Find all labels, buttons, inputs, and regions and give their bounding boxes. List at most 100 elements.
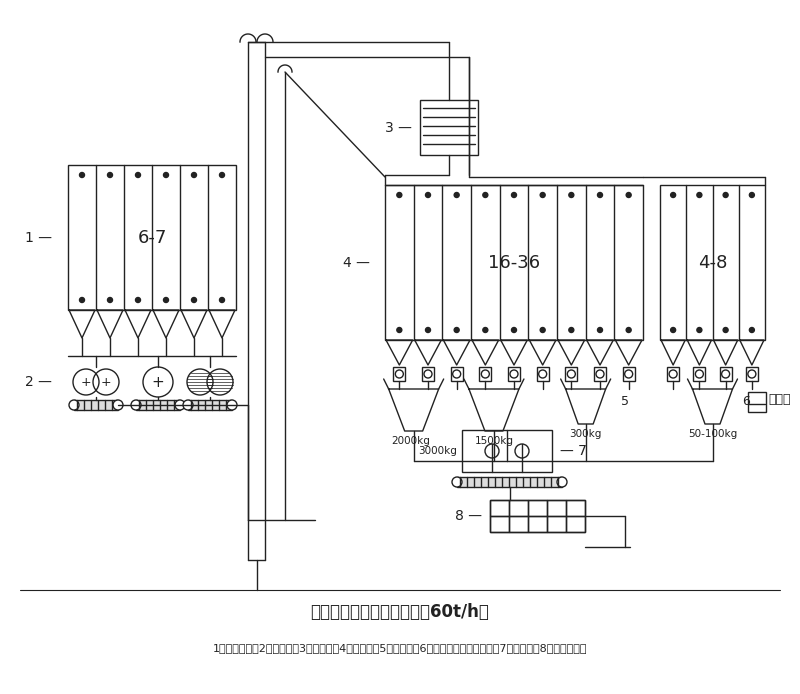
Bar xyxy=(547,516,566,532)
Circle shape xyxy=(540,192,545,198)
Bar xyxy=(462,430,552,472)
Circle shape xyxy=(483,192,488,198)
Bar xyxy=(746,367,758,381)
Bar xyxy=(748,392,766,412)
Circle shape xyxy=(697,328,702,332)
Bar xyxy=(479,367,491,381)
Circle shape xyxy=(191,298,197,303)
Bar xyxy=(594,367,606,381)
Circle shape xyxy=(135,173,141,178)
Text: 2000kg: 2000kg xyxy=(391,436,430,446)
Bar xyxy=(136,400,180,410)
Circle shape xyxy=(183,400,193,410)
Circle shape xyxy=(107,298,113,303)
Circle shape xyxy=(175,400,185,410)
Bar xyxy=(720,367,732,381)
Circle shape xyxy=(79,298,85,303)
Text: 5: 5 xyxy=(621,394,629,407)
Circle shape xyxy=(540,328,545,332)
Circle shape xyxy=(113,400,123,410)
Text: 1500kg: 1500kg xyxy=(474,436,514,446)
Text: 1、待粉碎仓；2、粉碎机；3、分级筛；4、配料仓；5、配料秤；6、小秤及添加剂配料秤；7、混合机；8、糖蜜混合机: 1、待粉碎仓；2、粉碎机；3、分级筛；4、配料仓；5、配料秤；6、小秤及添加剂配… xyxy=(213,643,587,653)
Circle shape xyxy=(511,192,517,198)
Circle shape xyxy=(626,328,631,332)
Text: 先粉碎后配料再混合工艺（60t/h）: 先粉碎后配料再混合工艺（60t/h） xyxy=(310,603,490,621)
Text: 6: 6 xyxy=(742,394,750,407)
Bar xyxy=(667,367,679,381)
Bar xyxy=(509,516,528,532)
Circle shape xyxy=(163,298,169,303)
Bar xyxy=(68,165,236,310)
Circle shape xyxy=(452,477,462,487)
Circle shape xyxy=(723,192,728,198)
Circle shape xyxy=(191,173,197,178)
Text: 16-36: 16-36 xyxy=(488,253,540,271)
Bar xyxy=(528,500,547,516)
Bar xyxy=(508,367,520,381)
Text: 1 —: 1 — xyxy=(25,230,52,244)
Text: 300kg: 300kg xyxy=(570,429,602,439)
Text: 2 —: 2 — xyxy=(25,375,52,389)
Text: 50-100kg: 50-100kg xyxy=(688,429,737,439)
Circle shape xyxy=(569,192,574,198)
Text: +: + xyxy=(152,375,164,389)
Text: — 7: — 7 xyxy=(560,444,587,458)
Bar xyxy=(566,500,585,516)
Bar xyxy=(457,477,562,487)
Bar xyxy=(188,400,232,410)
Bar xyxy=(74,400,118,410)
Circle shape xyxy=(483,328,488,332)
Circle shape xyxy=(397,328,402,332)
Bar xyxy=(509,500,528,516)
Bar xyxy=(537,367,549,381)
Bar xyxy=(490,500,509,516)
Text: +: + xyxy=(101,375,111,389)
Text: 3000kg: 3000kg xyxy=(418,446,457,456)
Circle shape xyxy=(670,328,676,332)
Circle shape xyxy=(79,173,85,178)
Circle shape xyxy=(219,173,225,178)
Text: +: + xyxy=(81,375,91,389)
Circle shape xyxy=(227,400,237,410)
Circle shape xyxy=(131,400,141,410)
Circle shape xyxy=(397,192,402,198)
Bar xyxy=(394,367,406,381)
Circle shape xyxy=(454,192,459,198)
Text: 3 —: 3 — xyxy=(385,121,412,135)
Text: 4-8: 4-8 xyxy=(698,253,727,271)
Circle shape xyxy=(598,192,602,198)
Bar xyxy=(566,516,585,532)
Bar xyxy=(490,516,509,532)
Bar xyxy=(385,185,643,340)
Bar xyxy=(420,100,478,155)
Text: 6-7: 6-7 xyxy=(138,228,166,246)
Circle shape xyxy=(219,298,225,303)
Circle shape xyxy=(426,192,430,198)
Circle shape xyxy=(163,173,169,178)
Text: 4 —: 4 — xyxy=(343,255,370,269)
Circle shape xyxy=(135,298,141,303)
Bar xyxy=(450,367,462,381)
Bar xyxy=(490,500,585,532)
Circle shape xyxy=(598,328,602,332)
Circle shape xyxy=(626,192,631,198)
Bar xyxy=(528,516,547,532)
Bar xyxy=(622,367,634,381)
Bar xyxy=(422,367,434,381)
Circle shape xyxy=(723,328,728,332)
Circle shape xyxy=(750,192,754,198)
Circle shape xyxy=(69,400,79,410)
Circle shape xyxy=(557,477,567,487)
Circle shape xyxy=(107,173,113,178)
Circle shape xyxy=(670,192,676,198)
Circle shape xyxy=(426,328,430,332)
Bar xyxy=(694,367,706,381)
Circle shape xyxy=(569,328,574,332)
Circle shape xyxy=(697,192,702,198)
Bar xyxy=(547,500,566,516)
Text: 8 —: 8 — xyxy=(455,509,482,523)
Circle shape xyxy=(454,328,459,332)
Bar xyxy=(566,367,578,381)
Text: 手加料: 手加料 xyxy=(768,393,790,405)
Bar xyxy=(660,185,765,340)
